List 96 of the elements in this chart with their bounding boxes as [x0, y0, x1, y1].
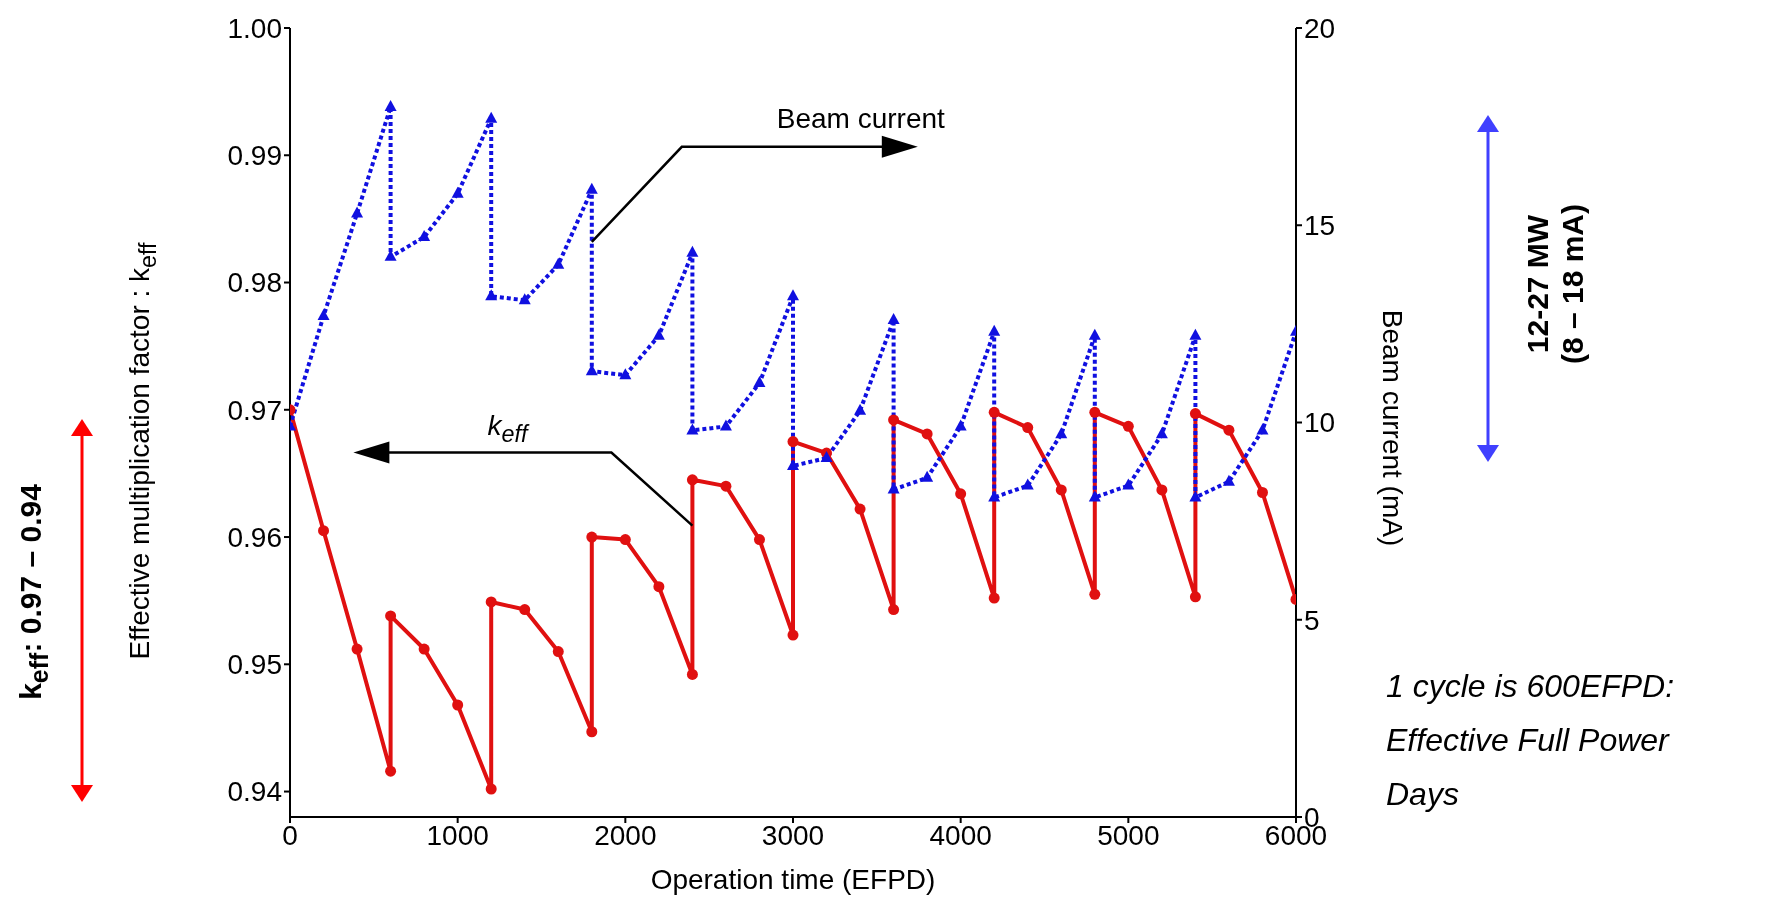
- point: [1155, 427, 1168, 439]
- point: [955, 488, 967, 500]
- point: [653, 581, 665, 593]
- point: [954, 419, 967, 431]
- point: [385, 610, 397, 622]
- point: [753, 534, 765, 546]
- point: [351, 643, 363, 655]
- point: [887, 312, 900, 324]
- point: [652, 328, 665, 340]
- point: [1189, 591, 1201, 603]
- point: [787, 289, 799, 301]
- point: [586, 531, 598, 543]
- point: [619, 368, 632, 380]
- point: [519, 604, 531, 616]
- x-tick-label: 5000: [1097, 819, 1160, 851]
- point: [988, 490, 1001, 502]
- x-tick-label: 1000: [426, 819, 489, 851]
- y-tick-label: 0.94: [227, 776, 282, 808]
- point: [719, 419, 732, 431]
- x-tick-label: 0: [282, 819, 298, 851]
- point: [1189, 408, 1201, 420]
- x-tick-label: 4000: [929, 819, 992, 851]
- point: [787, 436, 799, 448]
- point: [1055, 427, 1068, 439]
- point: [887, 482, 900, 494]
- y-tick-label: 0.98: [227, 267, 282, 299]
- point: [1089, 406, 1101, 418]
- point: [1122, 420, 1134, 432]
- point: [820, 451, 833, 463]
- point: [485, 783, 497, 795]
- y-tick-label: 1.00: [227, 12, 282, 44]
- y2-tick-label: 10: [1304, 407, 1336, 439]
- point: [485, 289, 498, 301]
- point: [619, 534, 631, 546]
- y2-tick-label: 15: [1304, 210, 1336, 242]
- point: [1022, 422, 1034, 434]
- point: [686, 668, 698, 680]
- point: [1189, 328, 1202, 340]
- y-tick-label: 0.95: [227, 649, 282, 681]
- point: [888, 414, 900, 426]
- point: [1122, 478, 1135, 490]
- x-tick-label: 3000: [761, 819, 825, 851]
- point: [518, 293, 531, 305]
- point: [385, 765, 397, 777]
- point: [686, 423, 699, 435]
- point: [1189, 490, 1202, 502]
- point: [787, 458, 799, 470]
- point: [988, 406, 1000, 418]
- point: [418, 230, 431, 242]
- y-tick-label: 0.99: [227, 140, 282, 172]
- point: [854, 403, 867, 415]
- point: [1021, 478, 1034, 490]
- point: [1223, 424, 1235, 436]
- y2-tick-label: 5: [1304, 604, 1320, 636]
- point: [787, 629, 799, 641]
- point: [1256, 486, 1268, 498]
- point: [552, 646, 564, 658]
- point: [317, 308, 330, 320]
- annotation: Beam current: [776, 102, 945, 135]
- y2-tick-label: 20: [1304, 12, 1336, 44]
- point: [1256, 423, 1269, 435]
- text: 12-27 MW (8 – 18 mA): [1520, 203, 1590, 365]
- x-tick-label: 2000: [594, 819, 657, 851]
- point: [988, 324, 1001, 336]
- point: [753, 376, 766, 388]
- point: [686, 245, 699, 257]
- point: [318, 525, 330, 537]
- point: [921, 428, 933, 440]
- point: [1088, 328, 1101, 340]
- point: [854, 503, 866, 515]
- point: [452, 699, 464, 711]
- point: [1156, 484, 1168, 496]
- point: [351, 206, 364, 218]
- point: [586, 726, 598, 738]
- point: [418, 643, 430, 655]
- point: [1222, 474, 1235, 486]
- annotation: k$_{eff}$: [487, 409, 528, 448]
- y-tick-label: 0.97: [227, 394, 282, 426]
- point: [1055, 484, 1067, 496]
- point: [988, 592, 1000, 604]
- point: [1089, 588, 1101, 600]
- point: [451, 186, 464, 198]
- point: [720, 480, 732, 492]
- y2-axis-title: Beam current (mA): [1376, 309, 1408, 547]
- text: 1 cycle is 600EFPD: Effective Full Power Days: [1386, 667, 1676, 814]
- point: [921, 470, 934, 482]
- point: [552, 257, 565, 269]
- x-axis-title: Operation time (EFPD): [650, 864, 936, 896]
- point: [686, 474, 698, 486]
- point: [585, 182, 598, 194]
- point: [888, 604, 900, 616]
- y-tick-label: 0.96: [227, 521, 282, 553]
- point: [1088, 490, 1101, 502]
- point: [384, 99, 397, 111]
- point: [485, 596, 497, 608]
- point: [485, 111, 498, 123]
